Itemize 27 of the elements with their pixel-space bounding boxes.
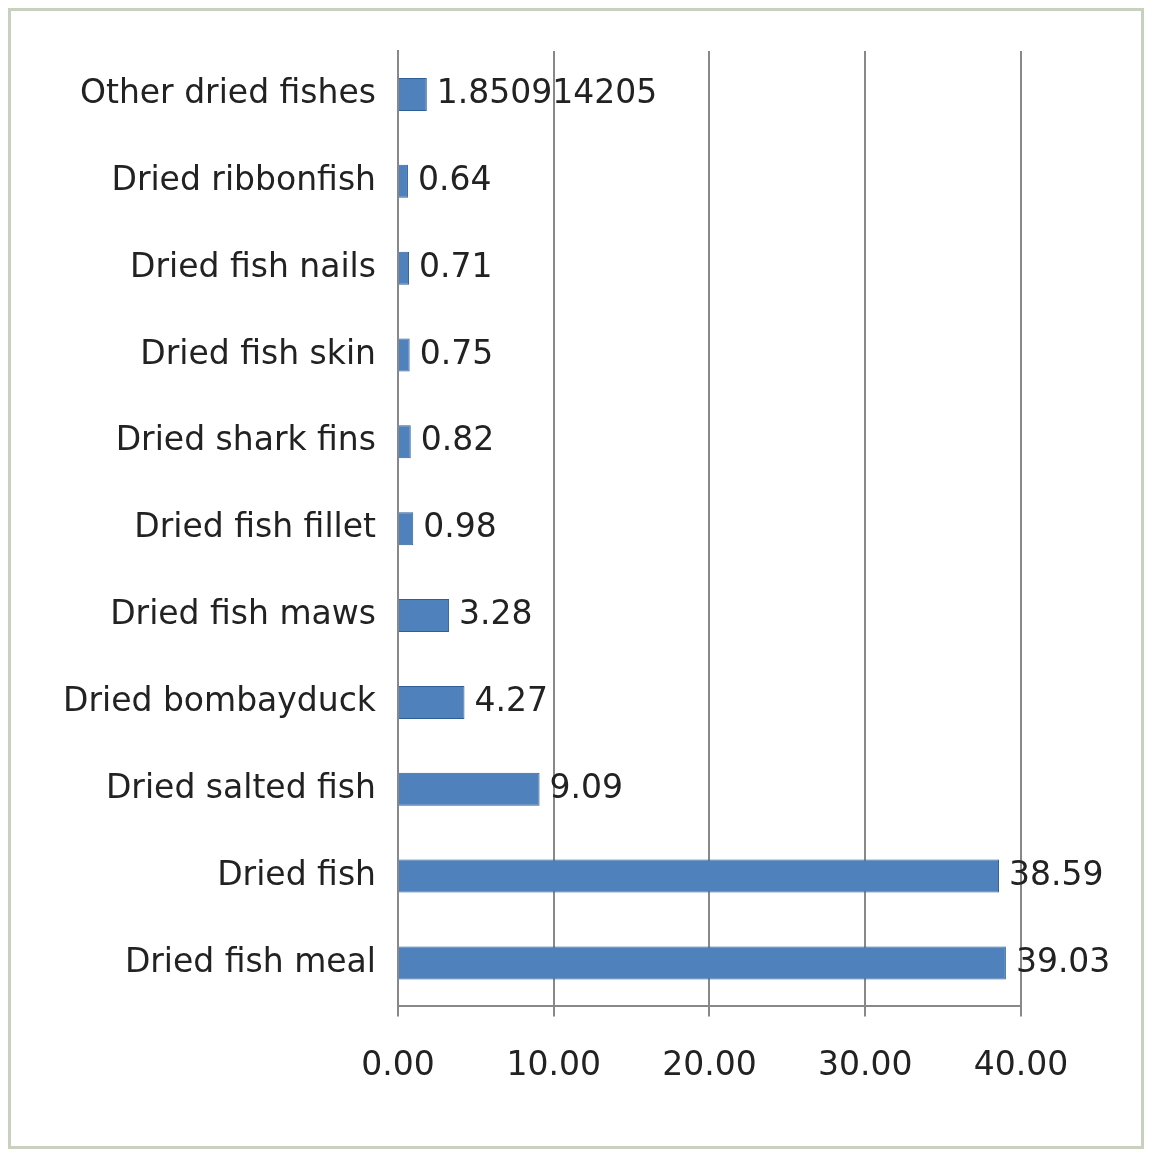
y-tick-label: Dried shark fins	[115, 419, 376, 459]
y-tick-label: Dried fish meal	[124, 940, 376, 980]
x-tick-label: 20.00	[662, 1043, 757, 1083]
x-tick-label: 30.00	[818, 1043, 913, 1083]
y-tick-label: Dried fish maws	[110, 593, 376, 633]
data-label: 38.59	[1009, 853, 1104, 893]
x-tick-label: 10.00	[506, 1043, 601, 1083]
y-tick-label: Other dried fishes	[79, 72, 376, 112]
data-label: 0.71	[419, 245, 493, 285]
y-tick-label: Dried bombayduck	[63, 679, 377, 719]
data-label: 0.98	[423, 506, 497, 546]
data-label: 3.28	[459, 593, 533, 633]
y-tick-label: Dried ribbonfish	[111, 158, 376, 198]
data-label: 4.27	[474, 679, 548, 719]
data-label: 0.64	[417, 158, 492, 198]
y-tick-label: Dried fish nails	[130, 245, 376, 285]
data-label: 9.09	[549, 766, 624, 806]
y-tick-label: Dried fish	[217, 853, 376, 893]
x-tick-label: 40.00	[973, 1043, 1069, 1083]
data-label: 1.850914205	[436, 72, 658, 112]
y-tick-label: Dried fish fillet	[134, 506, 377, 546]
x-tick-label: 0.00	[361, 1043, 435, 1083]
y-tick-label: Dried fish skin	[140, 332, 376, 372]
data-label: 0.75	[419, 332, 494, 372]
data-label: 0.82	[420, 419, 495, 459]
y-tick-label: Dried salted fish	[105, 766, 376, 806]
data-label: 39.03	[1015, 940, 1111, 980]
